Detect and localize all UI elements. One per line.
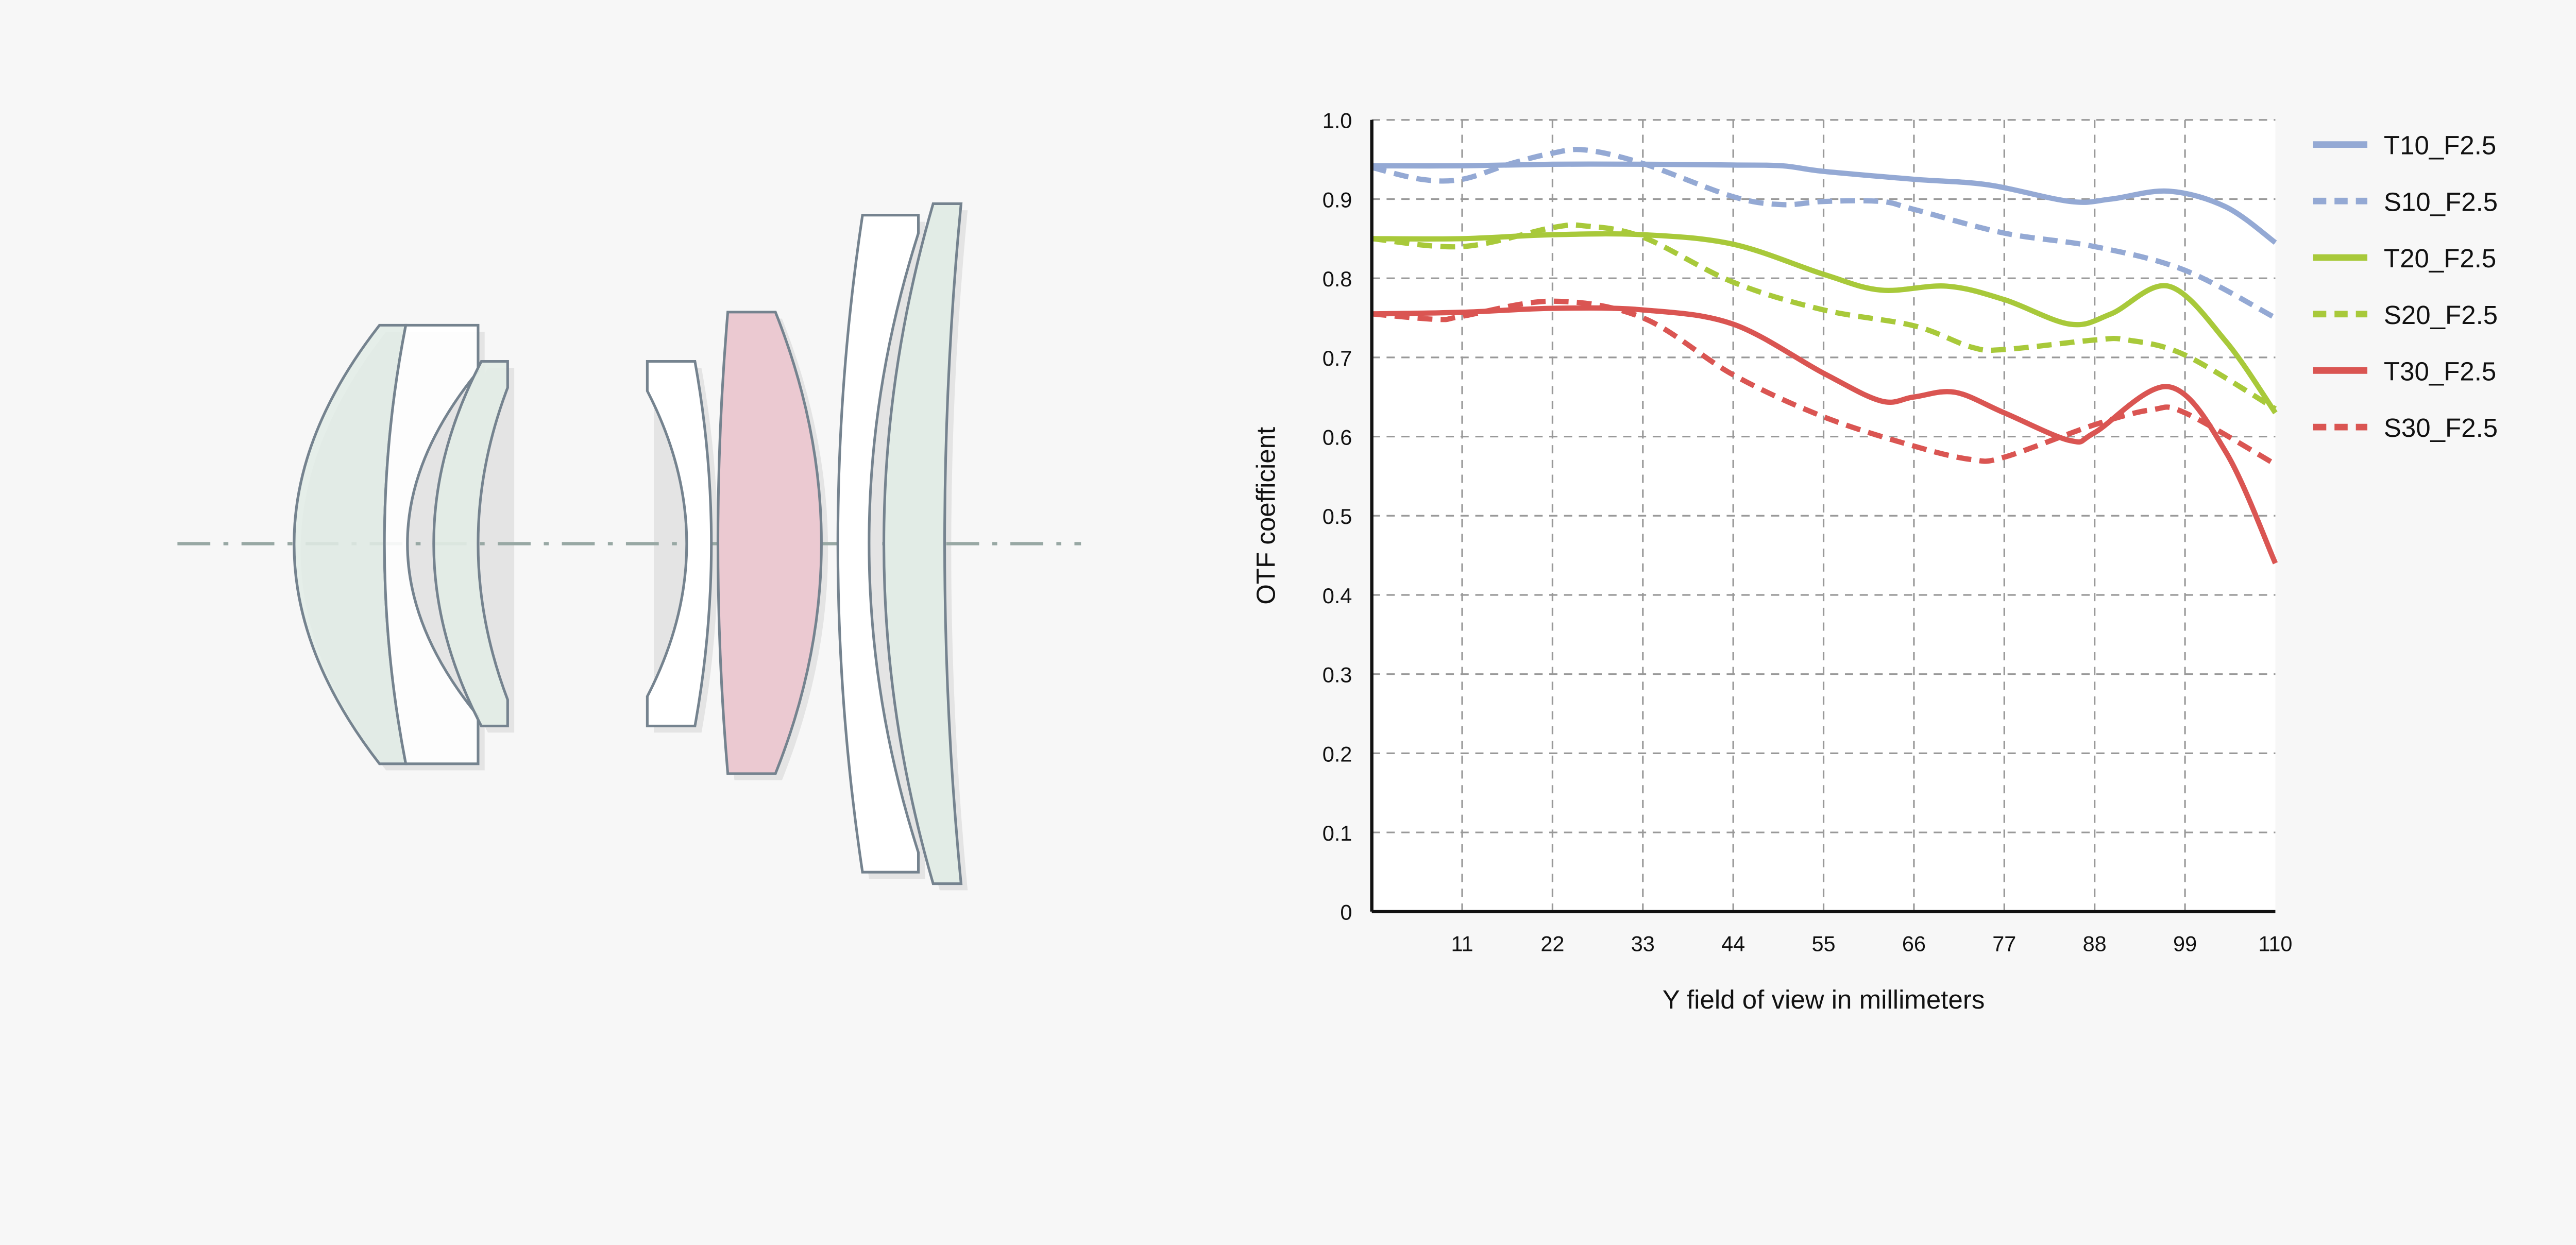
series-line-s20-f2-5 [1371, 222, 2277, 412]
series-line-s10-f2-5 [1371, 147, 2277, 320]
y-tick-label: 0.6 [1323, 425, 1352, 450]
legend-label: S10_F2.5 [2384, 187, 2498, 216]
y-tick-label: 0.7 [1323, 346, 1352, 370]
lens-element-4 [646, 360, 713, 727]
legend-label: S20_F2.5 [2384, 300, 2498, 330]
y-tick-label: 0.5 [1323, 504, 1352, 528]
series-line-t20-f2-5 [1371, 231, 2278, 415]
x-tick-label: 99 [2173, 931, 2197, 956]
series-line-t10-f2-5 [1371, 161, 2277, 245]
lens-element-7 [883, 202, 963, 885]
legend-label: S30_F2.5 [2384, 413, 2498, 442]
lens-element-5 [716, 311, 823, 775]
x-tick-label: 55 [1811, 931, 1835, 956]
legend-label: T30_F2.5 [2384, 357, 2496, 386]
x-axis-label: Y field of view in millimeters [1663, 985, 1985, 1014]
y-axis-label: OTF coefficient [1251, 427, 1280, 605]
lens-element-2 [383, 323, 480, 765]
y-tick-label: 0.8 [1323, 267, 1352, 291]
x-tick-label: 66 [1902, 931, 1926, 956]
y-tick-label: 1.0 [1323, 109, 1352, 133]
lens-diagram [177, 202, 1081, 891]
x-tick-label: 77 [1992, 931, 2016, 956]
series-lines [1371, 147, 2278, 565]
x-tick-label: 22 [1540, 931, 1564, 956]
y-tick-label: 0.9 [1323, 187, 1352, 212]
x-tick-label: 11 [1451, 931, 1473, 956]
x-tick-labels: 11 22 33 44 55 66 77 88 99 110 [1451, 931, 2293, 956]
figure: 0 0.1 0.2 0.3 0.4 0.5 0.6 0.7 0.8 0.9 1.0 11 22 33 44… [177, 108, 2498, 1014]
y-tick-label: 0 [1340, 900, 1352, 925]
y-tick-label: 0.2 [1323, 742, 1352, 766]
x-tick-label: 110 [2258, 931, 2292, 956]
y-tick-label: 0.3 [1323, 663, 1352, 687]
y-tick-label: 0.4 [1323, 584, 1352, 608]
x-tick-label: 44 [1721, 931, 1745, 956]
otf-chart: 0 0.1 0.2 0.3 0.4 0.5 0.6 0.7 0.8 0.9 1.0 11 22 33 44… [1251, 109, 2498, 1014]
legend: T10_F2.5 S10_F2.5 T20_F2.5 S20_F2.5 T30_F2.5… [2313, 131, 2498, 442]
y-tick-labels: 0 0.1 0.2 0.3 0.4 0.5 0.6 0.7 0.8 0.9 1.0 [1323, 109, 1352, 925]
x-tick-label: 88 [2083, 931, 2107, 956]
series-line-s30-f2-5 [1371, 298, 2277, 467]
legend-label: T10_F2.5 [2384, 131, 2496, 160]
x-tick-label: 33 [1631, 931, 1655, 956]
series-line-t30-f2-5 [1371, 305, 2278, 565]
lens-element-6 [836, 214, 920, 874]
y-tick-label: 0.1 [1323, 821, 1352, 845]
legend-label: T20_F2.5 [2384, 244, 2496, 273]
lens-element-3 [432, 360, 509, 727]
